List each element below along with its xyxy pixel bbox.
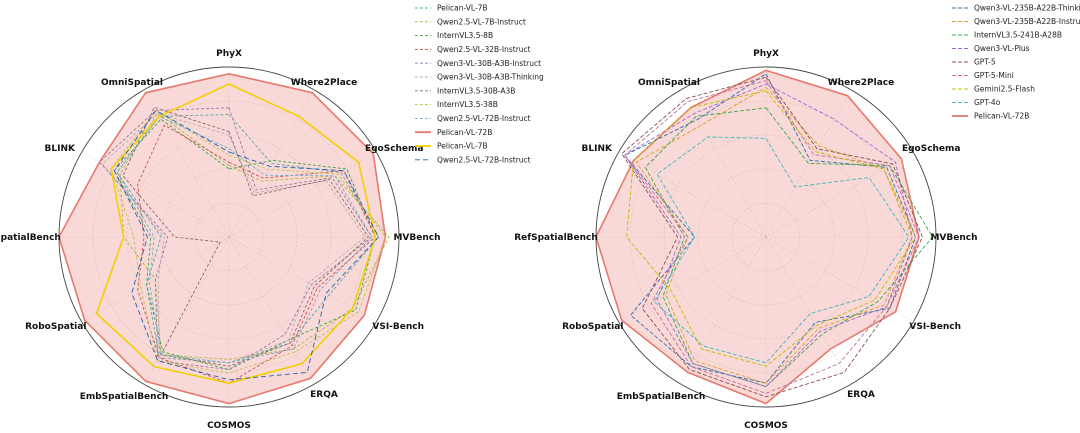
series-qwen3-vl-plus bbox=[624, 83, 913, 388]
series-qwen3-vl-235b-a22b-thinking bbox=[624, 73, 917, 384]
legend-item: InternVL3.5-8B bbox=[415, 31, 493, 40]
legend-label: Gemini2.5-Flash bbox=[974, 85, 1035, 94]
legend-item: InternVL3.5-241B-A28B bbox=[952, 31, 1062, 40]
axis-label-robospatial: RoboSpatial bbox=[25, 322, 86, 332]
axis-label-blink: BLINK bbox=[582, 144, 613, 154]
axis-label-embspatialbench: EmbSpatialBench bbox=[617, 392, 706, 402]
axis-spoke bbox=[228, 236, 315, 385]
axis-label-omnispatial: OmniSpatial bbox=[638, 78, 700, 88]
legend-label: InternVL3.5-38B bbox=[437, 100, 498, 109]
legend-item: Qwen3-VL-235B-A22B-Instruct bbox=[952, 17, 1080, 26]
legend-item: InternVL3.5-38B bbox=[415, 100, 498, 109]
series-gpt-5 bbox=[621, 76, 923, 398]
axis-label-robospatial: RoboSpatial bbox=[562, 322, 623, 332]
legend-item: InternVL3.5-30B-A3B bbox=[415, 86, 515, 95]
legend-item: Qwen3-VL-30B-A3B-Instruct bbox=[415, 59, 541, 68]
legend-label: Pelican-VL-72B bbox=[974, 112, 1029, 121]
legend-item: Qwen2.5-VL-7B-Instruct bbox=[415, 17, 526, 26]
legend-item: Qwen3-VL-30B-A3B-Thinking bbox=[415, 73, 544, 82]
legend-label: InternVL3.5-8B bbox=[437, 31, 493, 40]
axis-label-omnispatial: OmniSpatial bbox=[101, 78, 163, 88]
series-pelican-vl-7b bbox=[95, 83, 377, 385]
axis-spoke bbox=[680, 89, 767, 238]
radar-chart-left: PhyX Where2Place EgoSchema MVBench VSI-Bench… bbox=[0, 49, 441, 431]
legend-item: Pelican-VL-7B bbox=[415, 142, 488, 151]
axis-label-phyx: PhyX bbox=[753, 49, 779, 59]
series-gemini2-5-flash bbox=[626, 90, 917, 367]
legend-item: GPT-5-Mini bbox=[952, 71, 1014, 80]
legend-right: Qwen3-VL-235B-A22B-Thinking Qwen3-VL-235B… bbox=[952, 4, 1080, 121]
legend-label: Qwen3-VL-30B-A3B-Instruct bbox=[437, 59, 541, 68]
legend-item: GPT-4o bbox=[952, 98, 1001, 107]
series-internvl3-5-30b-a3b bbox=[122, 106, 369, 367]
legend-label: Qwen3-VL-235B-A22B-Thinking bbox=[974, 4, 1080, 13]
axis-label-erqa: ERQA bbox=[310, 390, 338, 400]
series-qwen3-vl-235b-a22b-instruct bbox=[635, 86, 913, 384]
legend-label: GPT-5 bbox=[974, 58, 996, 67]
legend-label: Qwen2.5-VL-7B-Instruct bbox=[437, 17, 526, 26]
axis-label-mvbench: MVBench bbox=[930, 233, 977, 243]
axis-spoke bbox=[680, 236, 767, 385]
axis-label-egoschema: EgoSchema bbox=[365, 144, 424, 154]
legend-label: Qwen2.5-VL-72B-Instruct bbox=[437, 114, 531, 123]
axis-spoke bbox=[765, 236, 914, 323]
axis-label-where2place: Where2Place bbox=[291, 78, 357, 88]
legend-item: Qwen2.5-VL-72B-Instruct bbox=[415, 155, 531, 164]
legend-item: Pelican-VL-7B bbox=[415, 4, 488, 13]
legend-label: InternVL3.5-241B-A28B bbox=[974, 31, 1062, 40]
axis-label-vsi-bench: VSI-Bench bbox=[372, 322, 424, 332]
legend-label: GPT-4o bbox=[974, 98, 1001, 107]
legend-item: Pelican-VL-72B bbox=[415, 128, 492, 137]
legend-label: Pelican-VL-72B bbox=[437, 128, 492, 137]
legend-item: GPT-5 bbox=[952, 58, 996, 67]
legend-label: Qwen2.5-VL-72B-Instruct bbox=[437, 155, 531, 164]
axis-label-refspatialbench: RefSpatialBench bbox=[514, 233, 598, 243]
radar-chart-right: PhyX Where2Place EgoSchema MVBench VSI-Bench… bbox=[514, 49, 977, 431]
series-pelican-vl-72b bbox=[58, 73, 387, 405]
legend-item: Qwen3-VL-235B-A22B-Thinking bbox=[952, 4, 1080, 13]
axis-label-vsi-bench: VSI-Bench bbox=[909, 322, 961, 332]
legend-label: Pelican-VL-7B bbox=[437, 4, 488, 13]
series-pelican-vl-72b bbox=[595, 69, 920, 405]
legend-label: Qwen3-VL-235B-A22B-Instruct bbox=[974, 17, 1080, 26]
axis-label-refspatialbench: RefSpatialBench bbox=[0, 233, 61, 243]
axis-label-embspatialbench: EmbSpatialBench bbox=[80, 392, 169, 402]
legend-label: Pelican-VL-7B bbox=[437, 142, 488, 151]
legend-label: Qwen3-VL-30B-A3B-Thinking bbox=[437, 73, 544, 82]
axis-label-erqa: ERQA bbox=[847, 390, 875, 400]
axis-label-egoschema: EgoSchema bbox=[902, 144, 961, 154]
axis-label-phyx: PhyX bbox=[216, 49, 242, 59]
axis-label-blink: BLINK bbox=[45, 144, 76, 154]
legend-label: Qwen2.5-VL-32B-Instruct bbox=[437, 45, 531, 54]
axis-label-cosmos: COSMOS bbox=[207, 421, 251, 431]
series-internvl3-5-38b bbox=[110, 109, 386, 374]
axis-spoke bbox=[765, 151, 914, 238]
legend-item: Qwen2.5-VL-72B-Instruct bbox=[415, 114, 531, 123]
axis-spoke bbox=[228, 151, 377, 238]
axis-spoke bbox=[143, 89, 230, 238]
axis-spoke bbox=[228, 236, 377, 323]
legend-item: Qwen2.5-VL-32B-Instruct bbox=[415, 45, 531, 54]
legend-item: Gemini2.5-Flash bbox=[952, 85, 1035, 94]
series-qwen2-5-vl-72b-instruct bbox=[116, 115, 373, 364]
axis-spoke bbox=[143, 236, 230, 385]
axis-label-where2place: Where2Place bbox=[828, 78, 894, 88]
legend-item: Pelican-VL-72B bbox=[952, 112, 1029, 121]
axis-spoke bbox=[618, 236, 767, 323]
legend-label: GPT-5-Mini bbox=[974, 71, 1014, 80]
series-gpt-5-mini bbox=[624, 80, 920, 394]
axis-spoke bbox=[228, 89, 315, 238]
axis-spoke bbox=[618, 151, 767, 238]
axis-label-mvbench: MVBench bbox=[393, 233, 440, 243]
legend-item: Qwen3-VL-Plus bbox=[952, 44, 1030, 53]
axis-label-cosmos: COSMOS bbox=[744, 421, 788, 431]
legend-label: Qwen3-VL-Plus bbox=[974, 44, 1030, 53]
series-qwen2-5-vl-72b-instruct bbox=[113, 109, 380, 381]
axis-spoke bbox=[765, 236, 852, 385]
axis-spoke bbox=[81, 151, 230, 238]
legend-label: InternVL3.5-30B-A3B bbox=[437, 86, 515, 95]
legend-left: Pelican-VL-7B Qwen2.5-VL-7B-Instruct Inter… bbox=[415, 4, 544, 164]
